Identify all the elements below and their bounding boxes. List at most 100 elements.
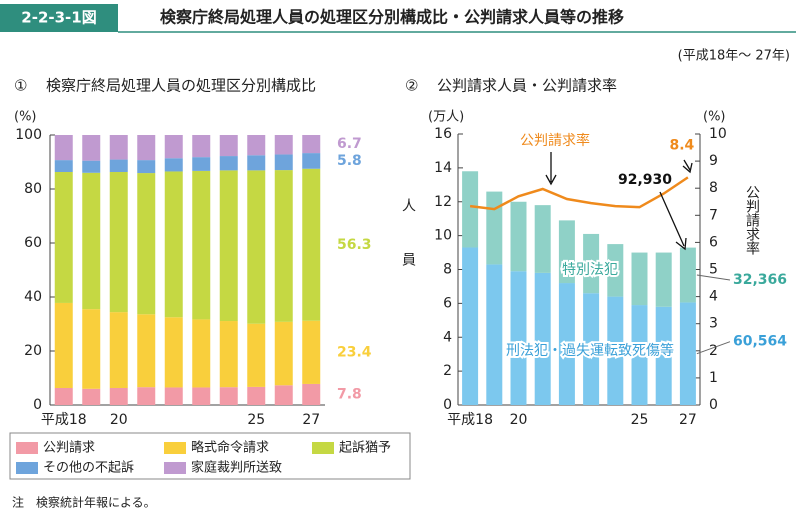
y-axis-label: (万人) [428, 110, 464, 125]
bar-segment [558, 283, 575, 405]
bar-segment [192, 387, 211, 405]
value-label: 23.4 [337, 344, 372, 360]
bar-segment [137, 135, 156, 161]
x-tick-label: 平成18 [41, 412, 87, 428]
y-tick-label: 2 [443, 363, 452, 379]
y-tick-label: 6 [443, 295, 452, 311]
bar-segment [82, 172, 101, 310]
value-label: 60,564 [733, 334, 787, 350]
bar-segment [109, 312, 128, 388]
bar-segment [192, 319, 211, 388]
x-tick-label: 27 [679, 412, 697, 428]
y2-tick-label: 9 [709, 153, 718, 169]
bar-segment [607, 244, 624, 297]
bar-segment [219, 156, 238, 171]
bar-segment [164, 171, 183, 318]
y-tick-label: 0 [443, 397, 452, 413]
bar-segment [486, 264, 503, 405]
bar-segment [164, 158, 183, 172]
legend-swatch [16, 442, 38, 454]
bar-segment [486, 191, 503, 265]
bar-segment [534, 205, 551, 273]
bar-segment [109, 135, 128, 160]
value-label: 6.7 [337, 136, 362, 152]
annotation: 公判請求率 [520, 132, 590, 149]
bar-segment [558, 220, 575, 284]
chart-title: 公判請求人員・公判請求率 [437, 77, 617, 95]
bar-segment [583, 293, 600, 405]
legend-swatch [312, 442, 334, 454]
y2-tick-label: 0 [709, 397, 718, 413]
bar-segment [247, 170, 266, 324]
bar-segment [54, 171, 73, 303]
bar-segment [82, 160, 101, 173]
bar-segment [137, 160, 156, 174]
x-tick-label: 27 [302, 412, 320, 428]
arrow [659, 191, 687, 251]
leader [696, 341, 731, 355]
bar-segment [219, 387, 238, 405]
legend-label: 起訴猶予 [339, 440, 391, 456]
x-tick-label: 20 [510, 412, 528, 428]
legend-label: 家庭裁判所送致 [191, 460, 282, 476]
bar-segment [164, 387, 183, 405]
y-tick-label: 14 [434, 160, 452, 176]
bar-segment [302, 383, 321, 405]
bar-segment [583, 233, 600, 294]
bar-segment [534, 272, 551, 405]
annotation: 刑法犯・過失運転致死傷等 [506, 342, 674, 359]
bar-segment [274, 385, 293, 405]
bar-segment [679, 302, 696, 405]
bar-segment [655, 252, 672, 307]
y-tick-label: 10 [434, 228, 452, 244]
bar-segment [137, 173, 156, 315]
legend-label: 公判請求 [43, 441, 95, 456]
bar-segment [302, 153, 321, 169]
leader [696, 274, 731, 281]
bar-segment [192, 170, 211, 320]
bar-segment [82, 309, 101, 389]
x-tick-label: 25 [247, 412, 265, 428]
bar-segment [54, 302, 73, 388]
y-tick-label: 40 [24, 289, 42, 305]
y2-tick-label: 2 [709, 343, 718, 359]
figure-no: 2-2-3-1図 [21, 9, 96, 27]
chart-number: ② [405, 77, 418, 95]
bar-segment [137, 387, 156, 405]
bar-segment [631, 305, 648, 405]
bar-segment [462, 247, 479, 405]
legend-box [9, 432, 411, 480]
x-tick-label: 20 [110, 412, 128, 428]
bar-segment [510, 271, 527, 405]
legend-label: 略式命令請求 [191, 440, 269, 456]
bar-segment [54, 387, 73, 405]
legend-swatch [16, 462, 38, 474]
y2-tick-label: 3 [709, 316, 718, 332]
bar-segment [274, 135, 293, 155]
bar-segment [192, 135, 211, 158]
value-label: 5.8 [337, 153, 362, 169]
bar-segment [109, 159, 128, 172]
bar-segment [607, 296, 624, 405]
bar-segment [54, 160, 73, 172]
legend-label: その他の不起訴 [43, 460, 134, 476]
value-label: 8.4 [669, 137, 694, 153]
bar-segment [192, 157, 211, 171]
bar-segment [679, 247, 696, 303]
y-tick-label: 100 [15, 127, 42, 143]
line [469, 176, 689, 211]
bar-segment [302, 135, 321, 154]
note: 注 検察統計年報による。 [12, 495, 156, 510]
bar-segment [164, 135, 183, 159]
y-axis-title: 人員 [400, 198, 416, 306]
bar-segment [109, 387, 128, 405]
bar-segment [109, 171, 128, 313]
y2-tick-label: 1 [709, 370, 718, 386]
value-label: 32,366 [733, 272, 787, 288]
bar-segment [219, 170, 238, 322]
bar-segment [82, 388, 101, 405]
period: (平成18年～ 27年) [678, 49, 790, 64]
bar-segment [54, 135, 73, 161]
y2-axis-label: (%) [703, 110, 726, 125]
